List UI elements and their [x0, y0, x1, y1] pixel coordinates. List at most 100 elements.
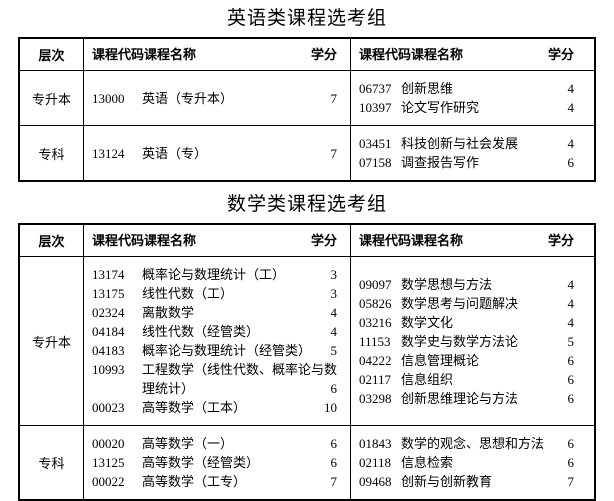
course-name: 线性代数（工） [142, 286, 234, 301]
header-group-cell: 课程代码 课程名称 学分 [351, 39, 594, 70]
level-cell: 专科 [20, 426, 84, 499]
course-name: 工程数学（线性代数、概率论与数理统计） [142, 362, 338, 396]
course-line: 02118 信息检索 6 [351, 453, 594, 472]
course-line: 00022 高等数学（工专） 7 [84, 472, 350, 491]
course-code: 00022 [92, 474, 125, 489]
courses-cell: 01843 数学的观念、思想和方法 6 02118 信息检索 6 09468 创新与创新教育 7 [351, 426, 594, 499]
course-credit: 3 [330, 286, 338, 301]
course-credit: 10 [324, 400, 337, 415]
course-name: 信息管理概论 [401, 352, 480, 368]
course-name: 创新思维 [401, 81, 454, 96]
header-course-credit-label: 学分 [547, 47, 574, 62]
course-line: 13000 英语（专升本） 7 [84, 89, 350, 108]
course-credit: 6 [567, 390, 575, 406]
course-credit: 6 [330, 455, 338, 470]
course-code: 13000 [92, 90, 125, 106]
course-credit: 6 [567, 352, 575, 368]
course-code: 00020 [92, 436, 125, 451]
course-code: 06737 [359, 81, 392, 96]
course-code: 13124 [92, 145, 125, 161]
courses-cell: 00020 高等数学（一） 6 13125 高等数学（经管类） 6 00022 高等数学（工专… [84, 426, 351, 499]
course-credit: 6 [330, 381, 338, 396]
course-credit: 4 [330, 305, 338, 320]
course-name: 线性代数（经管类） [142, 324, 260, 339]
course-line: 00020 高等数学（一） 6 [84, 434, 350, 453]
course-line: 13174 概率论与数理统计（工） 3 [84, 265, 350, 284]
course-credit: 4 [567, 295, 575, 311]
course-line: 13124 英语（专） 7 [84, 144, 350, 163]
course-code: 13175 [92, 286, 125, 301]
course-name: 信息组织 [401, 371, 454, 387]
header-course-code-label: 课程代码 [359, 233, 412, 248]
course-name: 数学思考与问题解决 [401, 295, 519, 311]
course-line: 10993 工程数学（线性代数、概率论与数理统计） 6 [84, 360, 350, 398]
course-code: 02117 [359, 371, 392, 387]
course-code: 09468 [359, 474, 392, 489]
course-credit: 6 [330, 436, 338, 451]
course-name: 概率论与数理统计（工） [142, 267, 286, 282]
course-name: 英语（专） [142, 145, 208, 161]
course-name: 数学的观念、思想和方法 [401, 436, 545, 451]
course-code: 03451 [359, 136, 392, 151]
courses-cell: 09097 数学思想与方法 4 05826 数学思考与问题解决 4 03216 数学文化 4 11… [351, 257, 594, 425]
course-code: 10397 [359, 100, 392, 115]
course-credit: 4 [567, 314, 575, 330]
course-code: 03298 [359, 390, 392, 406]
course-line: 10397 论文写作研究 4 [351, 98, 594, 117]
courses-cell: 13174 概率论与数理统计（工） 3 13175 线性代数（工） 3 02324 离散数学 4… [84, 257, 351, 425]
course-code: 04222 [359, 352, 392, 368]
course-line: 04183 概率论与数理统计（经管类） 5 [84, 341, 350, 360]
course-line: 03451 科技创新与社会发展 4 [351, 134, 594, 153]
header-group-cell: 课程代码 课程名称 学分 [351, 225, 594, 256]
course-line: 09097 数学思想与方法 4 [351, 275, 594, 294]
course-credit: 4 [567, 276, 575, 292]
header-course-code-label: 课程代码 [92, 47, 145, 62]
header-course-labels: 课程代码 课程名称 学分 [84, 45, 350, 64]
course-credit: 4 [330, 324, 338, 339]
header-course-code-label: 课程代码 [359, 47, 412, 62]
course-line: 00023 高等数学（工本） 10 [84, 398, 350, 417]
course-name: 论文写作研究 [401, 100, 480, 115]
english-course-group-section: 英语类课程选考组 层次 课程代码 课程名称 学分 课程代码 课程名称 学分 专升本 13000 英… [18, 6, 596, 182]
table-row: 专升本 13174 概率论与数理统计（工） 3 13175 线性代数（工） 3 02324 离散… [20, 256, 594, 425]
table-header-row: 层次 课程代码 课程名称 学分 课程代码 课程名称 学分 [20, 39, 594, 70]
header-level-cell: 层次 [20, 225, 84, 256]
course-credit: 5 [567, 333, 575, 349]
header-course-name-label: 课程名称 [411, 233, 464, 248]
table-row: 专科 00020 高等数学（一） 6 13125 高等数学（经管类） 6 00022 高等数学（… [20, 425, 594, 499]
course-name: 英语（专升本） [142, 90, 234, 106]
course-code: 04184 [92, 324, 125, 339]
courses-cell: 13124 英语（专） 7 [84, 126, 351, 180]
course-name: 科技创新与社会发展 [401, 136, 519, 151]
course-line: 04222 信息管理概论 6 [351, 351, 594, 370]
course-name: 数学文化 [401, 314, 454, 330]
course-code: 13174 [92, 267, 125, 282]
level-label: 专科 [38, 456, 65, 471]
header-course-labels: 课程代码 课程名称 学分 [351, 231, 594, 250]
header-course-code-label: 课程代码 [92, 233, 145, 248]
level-cell: 专科 [20, 126, 84, 180]
course-line: 01843 数学的观念、思想和方法 6 [351, 434, 594, 453]
header-group-cell: 课程代码 课程名称 学分 [84, 39, 351, 70]
header-course-labels: 课程代码 课程名称 学分 [351, 45, 594, 64]
header-course-credit-label: 学分 [310, 47, 337, 62]
course-line: 03298 创新思维理论与方法 6 [351, 389, 594, 408]
course-credit: 7 [330, 90, 338, 106]
course-code: 10993 [92, 362, 125, 377]
course-line: 05826 数学思考与问题解决 4 [351, 294, 594, 313]
course-line: 11153 数学史与数学方法论 5 [351, 332, 594, 351]
course-line: 13175 线性代数（工） 3 [84, 284, 350, 303]
english-course-table: 层次 课程代码 课程名称 学分 课程代码 课程名称 学分 专升本 13000 英语（专升本） 7 06… [18, 37, 596, 182]
course-credit: 4 [567, 136, 575, 151]
header-course-credit-label: 学分 [310, 233, 337, 248]
course-name: 数学思想与方法 [401, 276, 493, 292]
course-name: 高等数学（工本） [142, 400, 247, 415]
course-name: 离散数学 [142, 305, 195, 320]
courses-cell: 06737 创新思维 4 10397 论文写作研究 4 [351, 71, 594, 125]
level-cell: 专升本 [20, 71, 84, 125]
course-name: 高等数学（一） [142, 436, 234, 451]
level-label: 专科 [38, 146, 65, 162]
course-code: 02324 [92, 305, 125, 320]
courses-cell: 13000 英语（专升本） 7 [84, 71, 351, 125]
header-group-cell: 课程代码 课程名称 学分 [84, 225, 351, 256]
